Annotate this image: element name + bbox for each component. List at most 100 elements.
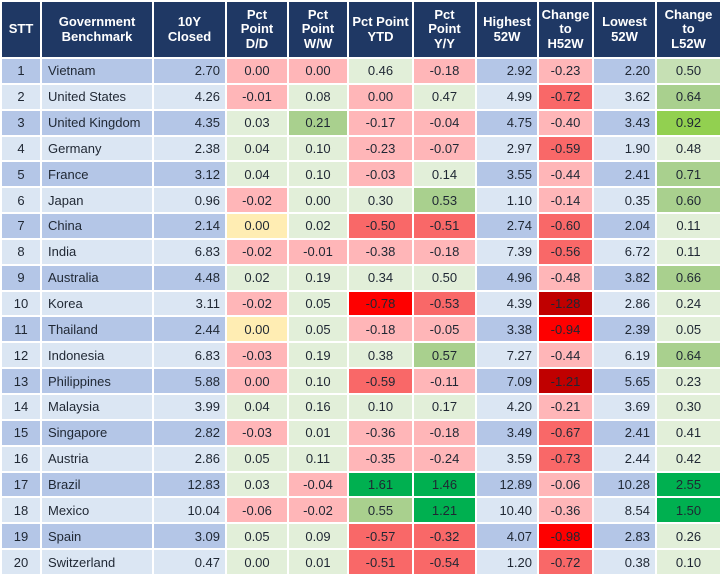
cell-pct-point-yy: 0.57 (412, 341, 477, 370)
table-row: 16 Austria 2.86 0.05 0.11 -0.35 -0.24 3.59 -0.73… (0, 444, 720, 473)
cell-lowest-52w: 2.41 (592, 160, 657, 189)
cell-change-to-h52w: -0.23 (537, 57, 594, 85)
cell-change-to-h52w: -0.06 (537, 470, 594, 499)
table-header: STT Government Benchmark 10Y Closed Pct … (0, 0, 720, 59)
cell-country: Spain (40, 522, 154, 551)
cell-pct-point-dd: -0.03 (225, 341, 289, 370)
cell-highest-52w: 2.92 (475, 57, 539, 85)
cell-pct-point-yy: -0.05 (412, 315, 477, 344)
col-header-stt: STT (0, 0, 42, 59)
table-row: 3 United Kingdom 4.35 0.03 0.21 -0.17 -0.04 4.7… (0, 108, 720, 137)
cell-10y-closed: 2.44 (152, 315, 227, 344)
cell-highest-52w: 3.59 (475, 444, 539, 473)
cell-pct-point-dd: 0.05 (225, 444, 289, 473)
cell-pct-point-yy: -0.11 (412, 367, 477, 395)
table-row: 18 Mexico 10.04 -0.06 -0.02 0.55 1.21 10.40 -0.3… (0, 496, 720, 525)
cell-highest-52w: 7.27 (475, 341, 539, 370)
cell-stt: 8 (0, 237, 42, 266)
col-header-government-benchmark: Government Benchmark (40, 0, 154, 59)
cell-highest-52w: 4.99 (475, 82, 539, 111)
cell-pct-point-ytd: 0.34 (347, 263, 414, 292)
cell-country: Korea (40, 289, 154, 318)
cell-country: Singapore (40, 418, 154, 447)
cell-lowest-52w: 2.20 (592, 57, 657, 85)
cell-highest-52w: 2.97 (475, 134, 539, 163)
cell-change-to-l52w: 0.60 (655, 186, 720, 215)
cell-change-to-h52w: -1.21 (537, 367, 594, 395)
cell-pct-point-ytd: -0.03 (347, 160, 414, 189)
cell-10y-closed: 3.99 (152, 392, 227, 421)
cell-pct-point-ytd: 0.00 (347, 82, 414, 111)
cell-country: China (40, 212, 154, 240)
cell-change-to-h52w: -0.48 (537, 263, 594, 292)
cell-lowest-52w: 2.86 (592, 289, 657, 318)
cell-country: France (40, 160, 154, 189)
cell-lowest-52w: 8.54 (592, 496, 657, 525)
col-header-highest-52w: Highest 52W (475, 0, 539, 59)
table-body: 1 Vietnam 2.70 0.00 0.00 0.46 -0.18 2.92 -0.23 2.… (0, 57, 720, 576)
cell-pct-point-ww: 0.08 (287, 82, 349, 111)
cell-pct-point-ytd: 0.38 (347, 341, 414, 370)
cell-highest-52w: 7.09 (475, 367, 539, 395)
cell-highest-52w: 3.38 (475, 315, 539, 344)
cell-country: Vietnam (40, 57, 154, 85)
cell-change-to-h52w: -0.44 (537, 160, 594, 189)
cell-pct-point-ytd: 0.10 (347, 392, 414, 421)
cell-stt: 11 (0, 315, 42, 344)
cell-pct-point-dd: -0.06 (225, 496, 289, 525)
table-row: 7 China 2.14 0.00 0.02 -0.50 -0.51 2.74 -0.60 2.0… (0, 212, 720, 240)
cell-change-to-h52w: -0.56 (537, 237, 594, 266)
cell-country: Malaysia (40, 392, 154, 421)
cell-pct-point-dd: 0.02 (225, 263, 289, 292)
cell-pct-point-ytd: -0.35 (347, 444, 414, 473)
cell-highest-52w: 1.20 (475, 548, 539, 576)
cell-pct-point-ytd: -0.18 (347, 315, 414, 344)
cell-change-to-l52w: 0.23 (655, 367, 720, 395)
cell-pct-point-ytd: -0.36 (347, 418, 414, 447)
cell-change-to-l52w: 1.50 (655, 496, 720, 525)
cell-pct-point-ytd: 0.55 (347, 496, 414, 525)
cell-pct-point-yy: -0.04 (412, 108, 477, 137)
cell-stt: 14 (0, 392, 42, 421)
col-header-pct-point-ww: Pct Point W/W (287, 0, 349, 59)
cell-pct-point-dd: -0.03 (225, 418, 289, 447)
cell-10y-closed: 6.83 (152, 341, 227, 370)
cell-pct-point-ytd: -0.23 (347, 134, 414, 163)
cell-change-to-l52w: 0.50 (655, 57, 720, 85)
cell-change-to-h52w: -0.44 (537, 341, 594, 370)
cell-change-to-l52w: 0.24 (655, 289, 720, 318)
cell-pct-point-dd: -0.01 (225, 82, 289, 111)
cell-change-to-l52w: 0.10 (655, 548, 720, 576)
cell-change-to-l52w: 0.66 (655, 263, 720, 292)
cell-pct-point-ww: 0.05 (287, 315, 349, 344)
cell-highest-52w: 7.39 (475, 237, 539, 266)
cell-change-to-l52w: 0.64 (655, 82, 720, 111)
cell-change-to-l52w: 0.48 (655, 134, 720, 163)
cell-10y-closed: 6.83 (152, 237, 227, 266)
col-header-pct-point-ytd: Pct Point YTD (347, 0, 414, 59)
cell-change-to-h52w: -0.73 (537, 444, 594, 473)
cell-stt: 13 (0, 367, 42, 395)
cell-stt: 16 (0, 444, 42, 473)
cell-stt: 4 (0, 134, 42, 163)
cell-change-to-h52w: -0.40 (537, 108, 594, 137)
cell-highest-52w: 12.89 (475, 470, 539, 499)
cell-country: Australia (40, 263, 154, 292)
cell-change-to-l52w: 0.05 (655, 315, 720, 344)
cell-pct-point-yy: -0.18 (412, 237, 477, 266)
cell-pct-point-dd: 0.04 (225, 392, 289, 421)
cell-pct-point-dd: 0.00 (225, 212, 289, 240)
table-row: 6 Japan 0.96 -0.02 0.00 0.30 0.53 1.10 -0.14 0.35… (0, 186, 720, 215)
cell-change-to-h52w: -0.36 (537, 496, 594, 525)
col-header-change-to-l52w: Change to L52W (655, 0, 720, 59)
cell-pct-point-yy: 0.50 (412, 263, 477, 292)
cell-pct-point-yy: -0.54 (412, 548, 477, 576)
cell-highest-52w: 3.49 (475, 418, 539, 447)
cell-pct-point-ww: 0.19 (287, 341, 349, 370)
cell-pct-point-yy: 0.17 (412, 392, 477, 421)
cell-10y-closed: 0.96 (152, 186, 227, 215)
cell-change-to-l52w: 0.26 (655, 522, 720, 551)
cell-pct-point-dd: -0.02 (225, 186, 289, 215)
cell-highest-52w: 1.10 (475, 186, 539, 215)
cell-pct-point-yy: -0.51 (412, 212, 477, 240)
